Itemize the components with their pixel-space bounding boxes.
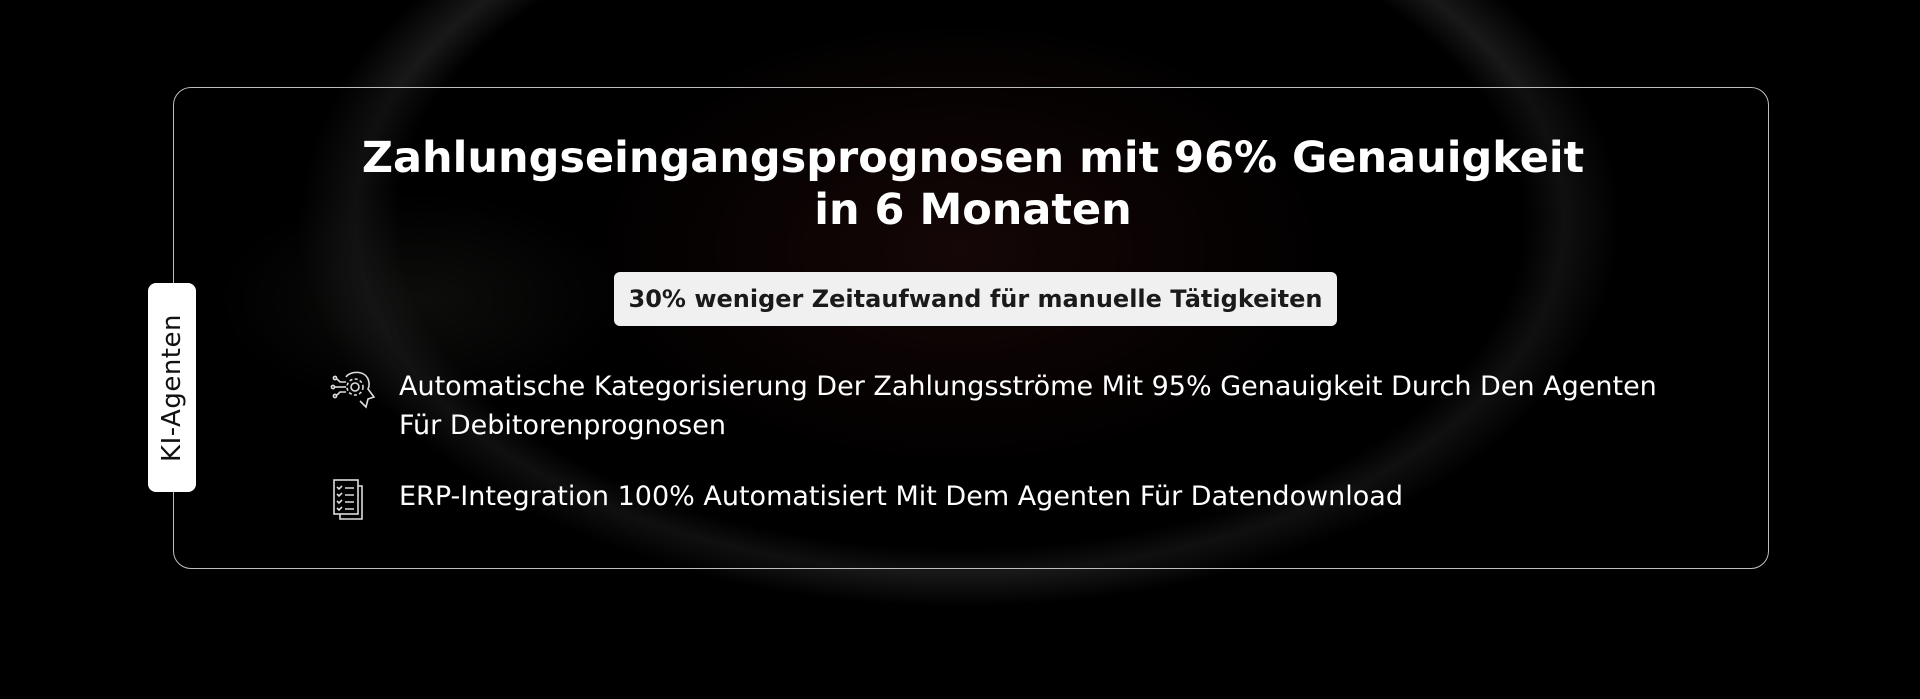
- feature-card: [173, 87, 1769, 569]
- ai-head-gear-icon: [330, 371, 376, 409]
- checklist-icon: [333, 479, 363, 520]
- highlight-badge: 30% weniger Zeitaufwand für manuelle Tät…: [614, 272, 1337, 326]
- title-line-2: in 6 Monaten: [814, 185, 1132, 235]
- item-text: Automatische Kategorisierung Der Zahlung…: [399, 371, 1657, 441]
- category-tab[interactable]: KI-Agenten: [148, 283, 196, 492]
- list-item: ERP-Integration 100% Automatisiert Mit D…: [326, 477, 1699, 523]
- page-title: Zahlungseingangsprognosen mit 96% Genaui…: [273, 132, 1673, 236]
- category-label: KI-Agenten: [157, 313, 187, 462]
- title-line-1: Zahlungseingangsprognosen mit 96% Genaui…: [361, 133, 1585, 183]
- list-item: Automatische Kategorisierung Der Zahlung…: [326, 367, 1699, 445]
- item-text: ERP-Integration 100% Automatisiert Mit D…: [399, 481, 1403, 512]
